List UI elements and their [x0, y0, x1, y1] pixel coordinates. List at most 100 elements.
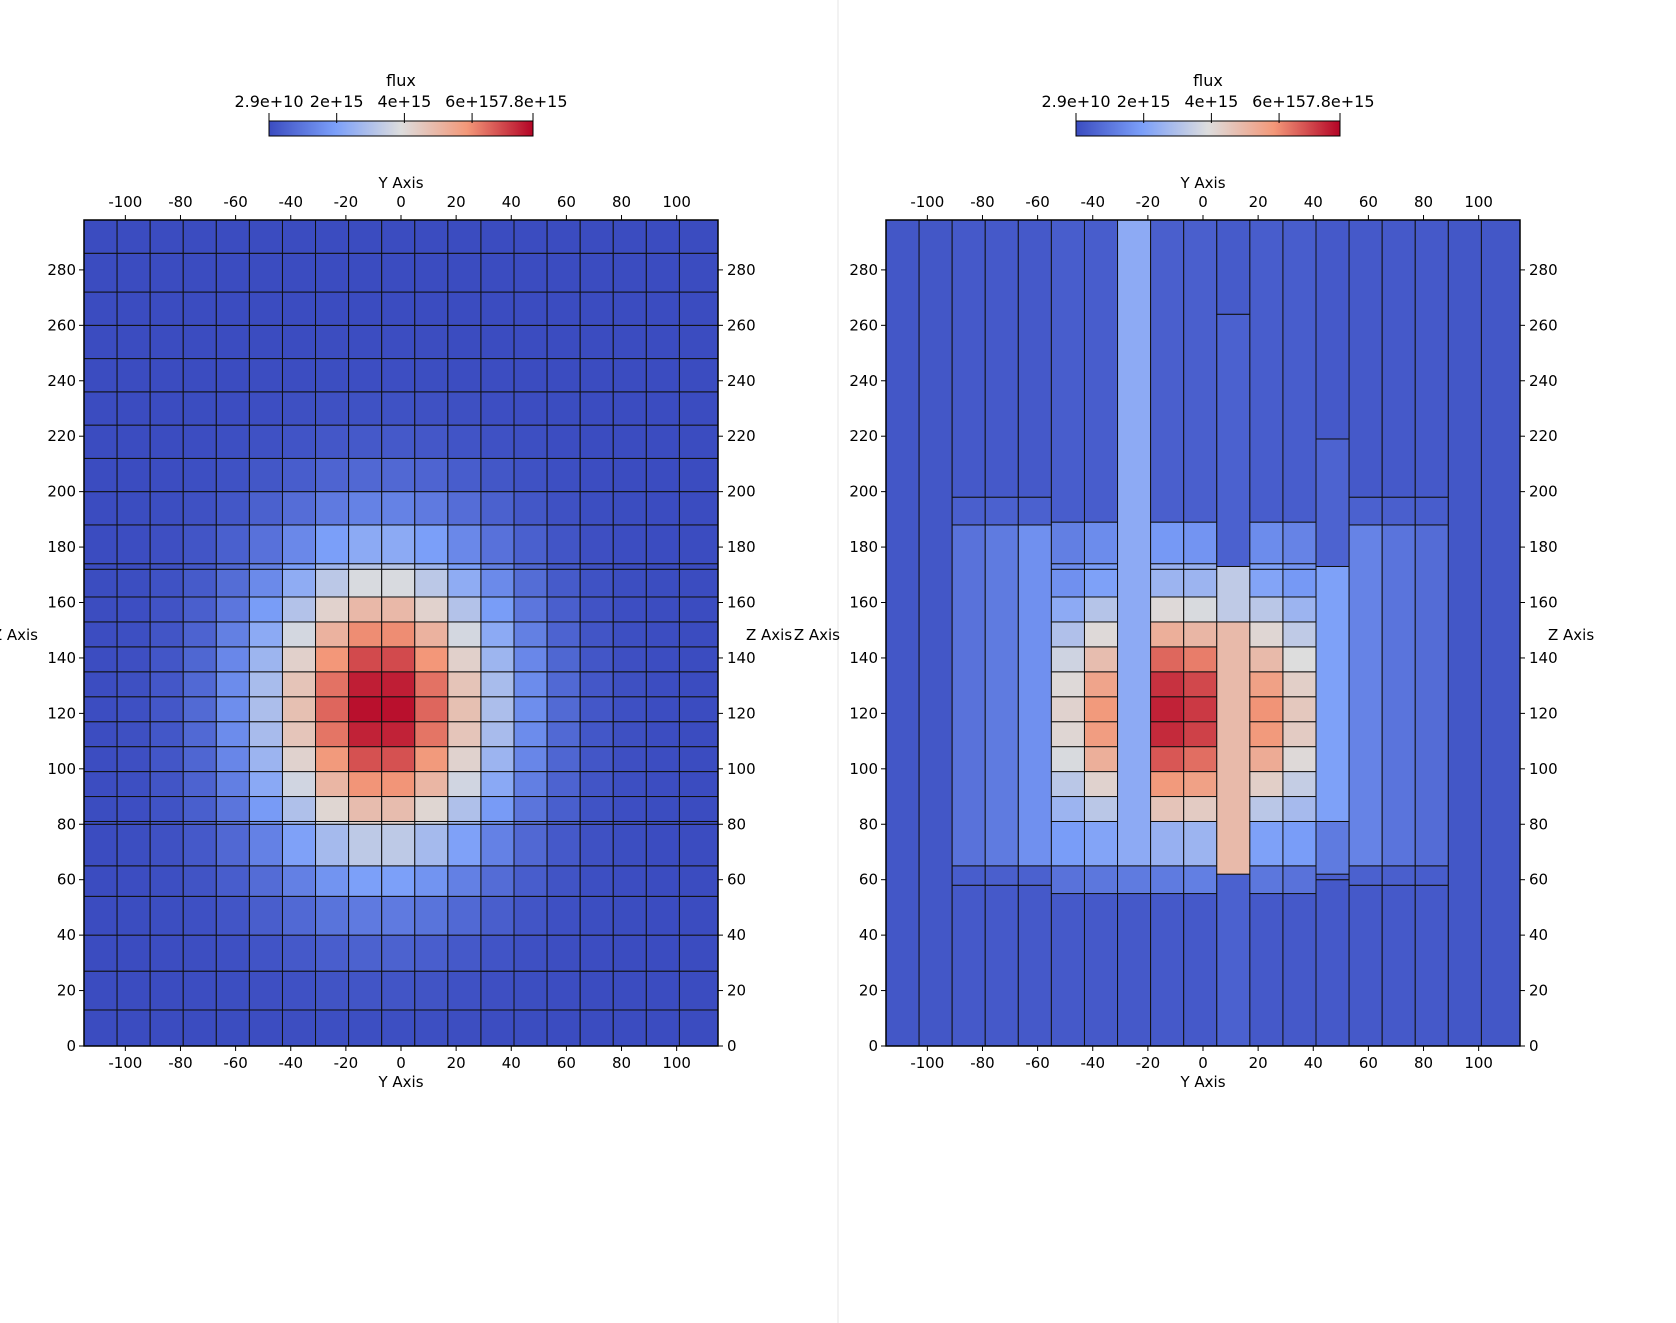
- heatmap-cell: [315, 721, 350, 748]
- heatmap-cell: [182, 1009, 217, 1047]
- heatmap-cell: [1183, 721, 1218, 748]
- heatmap-cell: [1183, 563, 1218, 570]
- heatmap-cell: [281, 771, 317, 798]
- heatmap-cell: [215, 771, 250, 798]
- heatmap-cell: [1183, 646, 1218, 673]
- heatmap-cell: [83, 491, 118, 526]
- heatmap-cell: [281, 252, 317, 293]
- heatmap-cell: [1083, 596, 1119, 623]
- heatmap-cell: [1249, 796, 1284, 822]
- heatmap-cell: [579, 646, 614, 673]
- heatmap-cell: [1083, 521, 1119, 565]
- heatmap-cell: [1050, 820, 1085, 867]
- heatmap-cell: [513, 823, 548, 867]
- y-tick-label: 240: [47, 372, 76, 390]
- heatmap-cell: [1150, 820, 1185, 867]
- heatmap-cell: [645, 491, 680, 526]
- heatmap-cell: [447, 895, 482, 936]
- heatmap-cell: [645, 252, 680, 293]
- y-tick-label: 160: [1529, 594, 1558, 612]
- colorbar-tick-label: 4e+15: [1184, 92, 1238, 111]
- heatmap-cell: [1083, 696, 1119, 723]
- colorbar-tick-label: 2e+15: [310, 92, 364, 111]
- heatmap-cell: [1282, 568, 1317, 598]
- heatmap-cell: [1050, 563, 1085, 570]
- heatmap-cell: [513, 491, 548, 526]
- heatmap-cell: [645, 219, 680, 254]
- y-tick-label: 160: [849, 594, 878, 612]
- x-tick-label: 100: [1464, 1054, 1493, 1072]
- heatmap-cell: [513, 219, 548, 254]
- x-tick-label: -80: [970, 1054, 995, 1072]
- heatmap-cell: [149, 491, 184, 526]
- heatmap-cell: [579, 621, 614, 648]
- x-axis-title: Y Axis: [1179, 174, 1225, 192]
- heatmap-cell: [248, 424, 283, 459]
- heatmap-cell: [447, 252, 482, 293]
- heatmap-cell: [281, 1009, 317, 1047]
- heatmap-cell: [348, 823, 383, 867]
- heatmap-cell: [83, 823, 118, 867]
- y-tick-label: 100: [849, 760, 878, 778]
- heatmap-cell: [248, 671, 283, 698]
- heatmap-cell: [182, 696, 217, 723]
- heatmap-cell: [1150, 568, 1185, 598]
- heatmap-cell: [414, 524, 449, 565]
- heatmap-cell: [1150, 596, 1185, 623]
- heatmap-cell: [1183, 893, 1218, 1047]
- y-axis-title: Z Axis: [794, 626, 840, 644]
- heatmap-cell: [381, 424, 416, 459]
- heatmap-cell: [182, 524, 217, 565]
- heatmap-cell: [215, 746, 250, 773]
- heatmap-cell: [1249, 671, 1284, 698]
- heatmap-cell: [612, 491, 647, 526]
- heatmap-cell: [182, 721, 217, 748]
- heatmap-cell: [215, 563, 250, 570]
- heatmap-cell: [513, 621, 548, 648]
- heatmap-cell: [1315, 820, 1350, 875]
- heatmap-cell: [1050, 646, 1085, 673]
- heatmap-cell: [1117, 865, 1152, 895]
- heatmap-cell: [1150, 219, 1185, 523]
- heatmap-cell: [678, 1009, 719, 1047]
- heatmap-cell: [1183, 568, 1218, 598]
- heatmap-cell: [447, 563, 482, 570]
- heatmap-cell: [116, 934, 151, 972]
- heatmap-cell: [513, 391, 548, 426]
- heatmap-cell: [1249, 646, 1284, 673]
- heatmap-cell: [182, 324, 217, 360]
- heatmap-cell: [1083, 219, 1119, 523]
- heatmap-cell: [182, 568, 217, 598]
- heatmap-cell: [215, 1009, 250, 1047]
- heatmap-cell: [414, 771, 449, 798]
- heatmap-cell: [182, 457, 217, 493]
- heatmap-cell: [447, 646, 482, 673]
- heatmap-cell: [612, 219, 647, 254]
- heatmap-cell: [612, 934, 647, 972]
- heatmap-cell: [315, 252, 350, 293]
- x-tick-label: 60: [1359, 1054, 1378, 1072]
- colorbar-tick-label: 7.8e+15: [1305, 92, 1374, 111]
- heatmap-cell: [480, 324, 515, 360]
- heatmap-cell: [546, 563, 581, 570]
- heatmap-cell: [546, 865, 581, 897]
- heatmap-cell: [315, 934, 350, 972]
- heatmap-cell: [1315, 219, 1350, 440]
- y-tick-label: 260: [849, 316, 878, 334]
- heatmap-cell: [447, 457, 482, 493]
- heatmap-cell: [149, 596, 184, 623]
- heatmap-cell: [414, 358, 449, 393]
- heatmap-cell: [513, 291, 548, 326]
- heatmap-cell: [116, 746, 151, 773]
- heatmap-cell: [83, 796, 118, 822]
- heatmap-cell: [1183, 596, 1218, 623]
- y-tick-label: 80: [859, 815, 878, 833]
- heatmap-cell: [546, 721, 581, 748]
- heatmap-cell: [579, 424, 614, 459]
- heatmap-cell: [546, 646, 581, 673]
- heatmap-cell: [149, 646, 184, 673]
- heatmap-cell: [414, 391, 449, 426]
- heatmap-cell: [1183, 865, 1218, 895]
- heatmap-cell: [149, 970, 184, 1011]
- x-tick-label: -100: [108, 1054, 142, 1072]
